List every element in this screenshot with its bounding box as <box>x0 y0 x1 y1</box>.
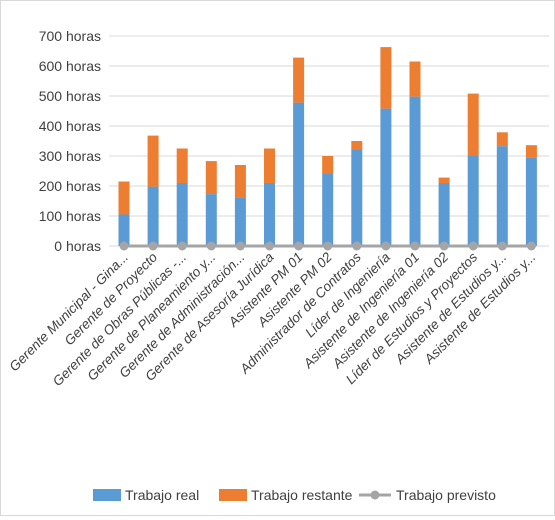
legend-label: Trabajo restante <box>251 487 353 503</box>
trabajo-previsto-point <box>352 241 362 251</box>
legend: Trabajo real Trabajo restante Trabajo prev… <box>93 487 496 503</box>
y-tick-label: 600 horas <box>39 58 101 74</box>
trabajo-previsto-point <box>235 241 245 251</box>
trabajo-previsto-point <box>294 241 304 251</box>
bar-trabajo-real <box>322 174 334 246</box>
bar-trabajo-real <box>467 156 479 246</box>
bar-trabajo-restante <box>205 161 217 195</box>
y-tick-label: 0 horas <box>54 238 101 254</box>
legend-label: Trabajo real <box>125 487 199 503</box>
bar-trabajo-restante <box>467 93 479 156</box>
bar-trabajo-real <box>264 183 275 246</box>
trabajo-previsto-point <box>177 241 187 251</box>
legend-swatch <box>93 489 121 501</box>
bar-trabajo-restante <box>264 148 275 183</box>
bar-trabajo-restante <box>322 156 334 174</box>
trabajo-previsto-point <box>119 241 129 251</box>
trabajo-previsto-point <box>381 241 391 251</box>
y-tick-label: 200 horas <box>39 178 101 194</box>
bar-trabajo-real <box>205 194 217 246</box>
bar-trabajo-real <box>496 146 508 246</box>
trabajo-previsto-point <box>265 241 274 251</box>
bar-trabajo-restante <box>147 135 159 187</box>
trabajo-previsto-point <box>468 241 478 251</box>
bar-trabajo-real <box>380 108 392 246</box>
y-axis: 700 horas 600 horas 500 horas 400 horas 300 … <box>39 28 101 254</box>
trabajo-previsto-point <box>206 241 216 251</box>
bar-trabajo-restante <box>380 47 392 109</box>
bar-trabajo-restante <box>525 145 537 158</box>
bar-trabajo-real <box>147 186 159 246</box>
bar-trabajo-restante <box>118 181 130 215</box>
x-axis: Gerente Municipal - Gina...Gerente de Pr… <box>6 249 538 389</box>
trabajo-previsto-point <box>497 241 507 251</box>
bar-trabajo-restante <box>351 141 363 150</box>
y-tick-label: 100 horas <box>39 208 101 224</box>
trabajo-previsto-point <box>439 241 449 251</box>
bar-trabajo-real <box>293 102 305 246</box>
bar-trabajo-real <box>351 150 363 246</box>
bar-trabajo-restante <box>293 57 305 103</box>
trabajo-previsto-point <box>526 241 536 251</box>
bar-trabajo-real <box>525 157 537 246</box>
trabajo-previsto-line <box>119 241 536 251</box>
bar-trabajo-real <box>409 96 421 246</box>
bar-trabajo-real <box>234 197 246 246</box>
legend-marker <box>370 490 380 500</box>
bars <box>118 47 537 246</box>
legend-swatch <box>219 489 247 501</box>
bar-trabajo-restante <box>409 61 421 97</box>
trabajo-previsto-point <box>323 241 333 251</box>
bar-trabajo-restante <box>438 177 450 183</box>
bar-trabajo-real <box>438 183 450 246</box>
bar-trabajo-restante <box>496 132 508 147</box>
bar-trabajo-real <box>176 183 188 246</box>
legend-label: Trabajo previsto <box>396 487 496 503</box>
y-tick-label: 300 horas <box>39 148 101 164</box>
y-tick-label: 400 horas <box>39 118 101 134</box>
y-tick-label: 700 horas <box>39 28 101 44</box>
bar-trabajo-restante <box>234 165 246 198</box>
trabajo-previsto-point <box>410 241 420 251</box>
bar-trabajo-restante <box>176 148 188 183</box>
y-tick-label: 500 horas <box>39 88 101 104</box>
trabajo-previsto-point <box>148 241 158 251</box>
bar-trabajo-real <box>118 214 130 246</box>
